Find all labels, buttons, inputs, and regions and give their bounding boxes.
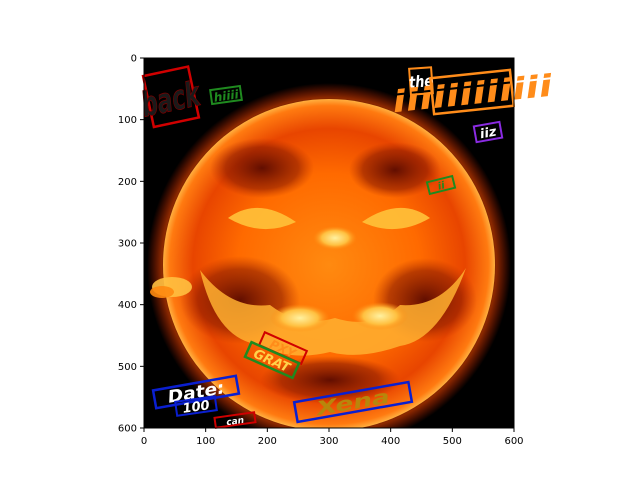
annotation-box — [151, 374, 241, 410]
sun-image — [144, 58, 514, 428]
annotation-100: 100 — [174, 395, 218, 417]
annotation-box — [209, 84, 243, 106]
annotation-hiiii: hiiii — [209, 84, 243, 106]
dark-region — [260, 356, 400, 404]
x-tick-label: 300 — [319, 436, 338, 447]
annotation-text: ii — [437, 180, 447, 192]
annotation-iiz: iiz — [472, 120, 504, 144]
dark-region — [349, 142, 441, 198]
x-tick-label: 100 — [196, 436, 215, 447]
x-axis: 0 100 200 300 400 500 600 — [141, 428, 524, 447]
y-tick-label: 400 — [118, 300, 137, 311]
y-tick-label: 300 — [118, 239, 137, 250]
annotation-text: can — [226, 416, 245, 428]
x-tick-label: 0 — [141, 436, 147, 447]
annotation-ii: ii — [425, 174, 457, 196]
annotation-box — [292, 380, 414, 424]
annotation-box — [428, 68, 516, 116]
x-tick-label: 500 — [443, 436, 462, 447]
annotation-box — [472, 120, 504, 144]
x-tick-label: 400 — [381, 436, 400, 447]
annotation-box — [141, 65, 201, 129]
annotation-box — [243, 340, 301, 380]
y-tick-label: 500 — [118, 362, 137, 373]
y-tick-label: 200 — [118, 177, 137, 188]
mouth-hot-spot — [352, 302, 408, 330]
annotation-box — [174, 395, 218, 417]
annotation-box — [425, 174, 457, 196]
nose-glow — [313, 226, 357, 250]
annotation-can: can — [213, 411, 257, 429]
annotation-text: hiiii — [213, 87, 241, 104]
annotation-text: iiz — [479, 125, 498, 143]
x-tick-label: 200 — [258, 436, 277, 447]
annotation-the: the — [408, 66, 434, 96]
y-tick-label: 0 — [131, 54, 137, 65]
y-tick-label: 100 — [118, 115, 137, 126]
right-eye — [362, 207, 430, 230]
mouth-hot-spot — [270, 304, 330, 332]
left-eye — [228, 207, 296, 230]
x-tick-label: 600 — [504, 436, 523, 447]
annotation-text: 100 — [182, 398, 211, 417]
annotation-box — [213, 411, 257, 429]
y-axis: 0 100 200 300 400 500 600 — [118, 54, 144, 435]
y-tick-label: 600 — [118, 424, 137, 435]
dark-region — [210, 138, 314, 198]
annotation-box — [408, 66, 434, 96]
prominence — [150, 286, 174, 298]
annotation-text: the — [409, 73, 434, 92]
